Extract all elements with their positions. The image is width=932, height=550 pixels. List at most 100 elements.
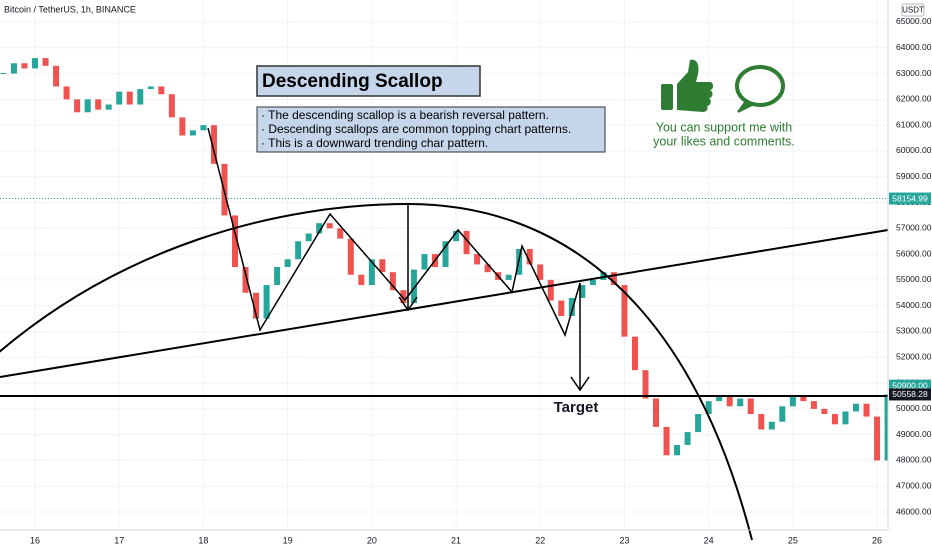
candle xyxy=(189,130,196,136)
bubble-tail xyxy=(737,100,755,113)
candle xyxy=(621,285,628,337)
candle xyxy=(242,267,249,293)
x-tick-label: 26 xyxy=(872,535,882,545)
x-tick-label: 20 xyxy=(367,535,377,545)
y-tick-label: 60000.00 xyxy=(896,145,932,155)
price-tag xyxy=(889,388,931,401)
x-tick-label: 22 xyxy=(535,535,545,545)
candle xyxy=(674,444,681,456)
support-text: your likes and comments. xyxy=(653,134,795,148)
candle xyxy=(547,279,554,301)
candle xyxy=(831,414,838,425)
candle xyxy=(232,215,239,268)
candle xyxy=(684,432,691,445)
x-tick-label: 19 xyxy=(283,535,293,545)
candle xyxy=(274,267,281,286)
y-tick-label: 53000.00 xyxy=(896,326,932,336)
bullet: · The descending scallop is a bearish re… xyxy=(261,108,549,122)
price-tag-label: 50900.00 xyxy=(892,380,928,390)
candle xyxy=(737,398,744,407)
candle xyxy=(768,421,775,430)
candle xyxy=(410,269,417,304)
y-tick-label: 62000.00 xyxy=(896,94,932,104)
price-tag-label: 50558.28 xyxy=(892,389,928,399)
candle xyxy=(295,241,302,260)
candle xyxy=(579,285,586,298)
candle xyxy=(168,94,175,118)
candle xyxy=(179,117,186,136)
y-tick-label: 64000.00 xyxy=(896,42,932,52)
drawings: Target Descending Scallop · The descendi… xyxy=(0,59,889,541)
candle xyxy=(726,395,733,407)
candle xyxy=(442,241,449,268)
y-tick-label: 50000.00 xyxy=(896,403,932,413)
candle xyxy=(463,230,470,255)
unit-box xyxy=(901,3,925,17)
zigzag xyxy=(207,127,581,338)
bullet: · Descending scallops are common topping… xyxy=(261,122,571,136)
thumb-hand xyxy=(677,59,713,112)
candle xyxy=(253,292,260,319)
candle xyxy=(800,395,807,402)
arrow-head xyxy=(570,376,590,392)
candle xyxy=(116,91,123,105)
y-tick-label: 56000.00 xyxy=(896,248,932,258)
candle xyxy=(368,259,375,286)
candle xyxy=(126,91,133,105)
candle xyxy=(84,99,91,113)
comment-icon xyxy=(735,65,785,113)
x-tick-label: 24 xyxy=(704,535,714,545)
candle xyxy=(779,406,786,422)
bullet: · This is a downward trending char patte… xyxy=(261,136,488,150)
candle xyxy=(874,416,881,461)
y-tick-label: 57000.00 xyxy=(896,223,932,233)
candle xyxy=(821,408,828,415)
candle xyxy=(21,63,28,69)
axes: 46000.00 47000.00 48000.00 49000.00 50000.00… xyxy=(30,16,932,545)
candle xyxy=(610,272,617,286)
y-tick-label: 54000.00 xyxy=(896,300,932,310)
chart-title: Bitcoin / TetherUS, 1h, BINANCE xyxy=(4,4,136,14)
candle xyxy=(653,398,660,427)
y-tick-label: 46000.00 xyxy=(896,506,932,516)
candle xyxy=(284,259,291,268)
candle xyxy=(137,89,144,105)
x-tick-label: 16 xyxy=(30,535,40,545)
candle xyxy=(316,223,323,234)
candle xyxy=(32,58,39,69)
support-text: You can support me with xyxy=(656,120,792,134)
candle xyxy=(642,370,649,399)
candle xyxy=(347,238,354,275)
candle xyxy=(810,401,817,409)
candle xyxy=(10,63,17,74)
annotation-title: Descending Scallop xyxy=(262,71,443,92)
y-tick-label: 52000.00 xyxy=(896,352,932,362)
arrow-head xyxy=(398,296,418,312)
candle xyxy=(789,395,796,407)
candle xyxy=(631,336,638,371)
neckline xyxy=(0,229,889,378)
thumbs-up-icon xyxy=(661,59,713,112)
candle xyxy=(200,125,207,131)
candle xyxy=(74,99,81,113)
x-tick-label: 25 xyxy=(788,535,798,545)
candle xyxy=(358,274,365,286)
candle xyxy=(600,272,607,280)
candle xyxy=(158,86,165,95)
candle xyxy=(716,395,723,402)
candle xyxy=(210,125,217,164)
price-tag xyxy=(889,192,931,205)
candle xyxy=(453,230,460,242)
candle xyxy=(263,285,270,319)
y-tick-label: 49000.00 xyxy=(896,429,932,439)
bubble xyxy=(735,65,785,107)
candle xyxy=(663,426,670,456)
candle xyxy=(0,73,7,75)
unit: USDT xyxy=(902,6,924,15)
candle xyxy=(63,86,70,100)
price-axis xyxy=(888,0,932,550)
candle xyxy=(95,99,102,110)
y-tick-label: 47000.00 xyxy=(896,480,932,490)
candle xyxy=(105,104,112,110)
